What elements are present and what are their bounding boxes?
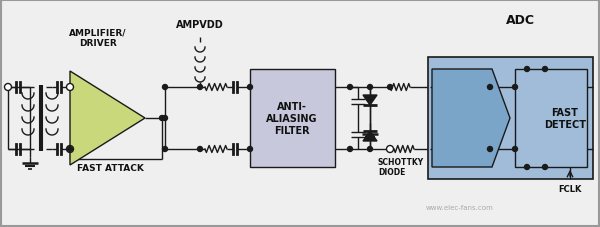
Circle shape [367, 85, 373, 90]
Circle shape [388, 85, 392, 90]
Circle shape [67, 84, 74, 91]
Circle shape [367, 147, 373, 152]
Circle shape [386, 146, 394, 153]
Circle shape [512, 147, 517, 152]
Circle shape [197, 147, 203, 152]
Circle shape [542, 67, 548, 72]
FancyBboxPatch shape [250, 70, 335, 167]
Circle shape [248, 147, 253, 152]
Text: AMPVDD: AMPVDD [176, 20, 224, 30]
Circle shape [542, 165, 548, 170]
Circle shape [248, 85, 253, 90]
Circle shape [5, 84, 11, 91]
Circle shape [512, 85, 517, 90]
Circle shape [160, 116, 164, 121]
Circle shape [347, 147, 353, 152]
Circle shape [67, 146, 74, 153]
Text: FAST ATTACK: FAST ATTACK [77, 163, 143, 172]
Circle shape [163, 116, 167, 121]
Text: FCLK: FCLK [559, 184, 581, 193]
Circle shape [524, 67, 530, 72]
Circle shape [163, 85, 167, 90]
FancyBboxPatch shape [428, 58, 593, 179]
Text: SCHOTTKY
DIODE: SCHOTTKY DIODE [378, 157, 424, 177]
Polygon shape [432, 70, 510, 167]
Circle shape [524, 165, 530, 170]
Circle shape [67, 147, 73, 152]
Polygon shape [363, 131, 377, 141]
Polygon shape [70, 72, 145, 165]
Text: FAST
DETECT: FAST DETECT [544, 108, 586, 129]
Text: AMPLIFIER/
DRIVER: AMPLIFIER/ DRIVER [69, 28, 127, 48]
Circle shape [163, 147, 167, 152]
FancyBboxPatch shape [515, 70, 587, 167]
Text: ANTI-
ALIASING
FILTER: ANTI- ALIASING FILTER [266, 102, 318, 135]
Circle shape [487, 147, 493, 152]
Polygon shape [363, 96, 377, 106]
Text: www.elec-fans.com: www.elec-fans.com [426, 204, 494, 210]
Circle shape [347, 85, 353, 90]
Circle shape [197, 85, 203, 90]
Text: ADC: ADC [505, 14, 535, 27]
Circle shape [487, 85, 493, 90]
